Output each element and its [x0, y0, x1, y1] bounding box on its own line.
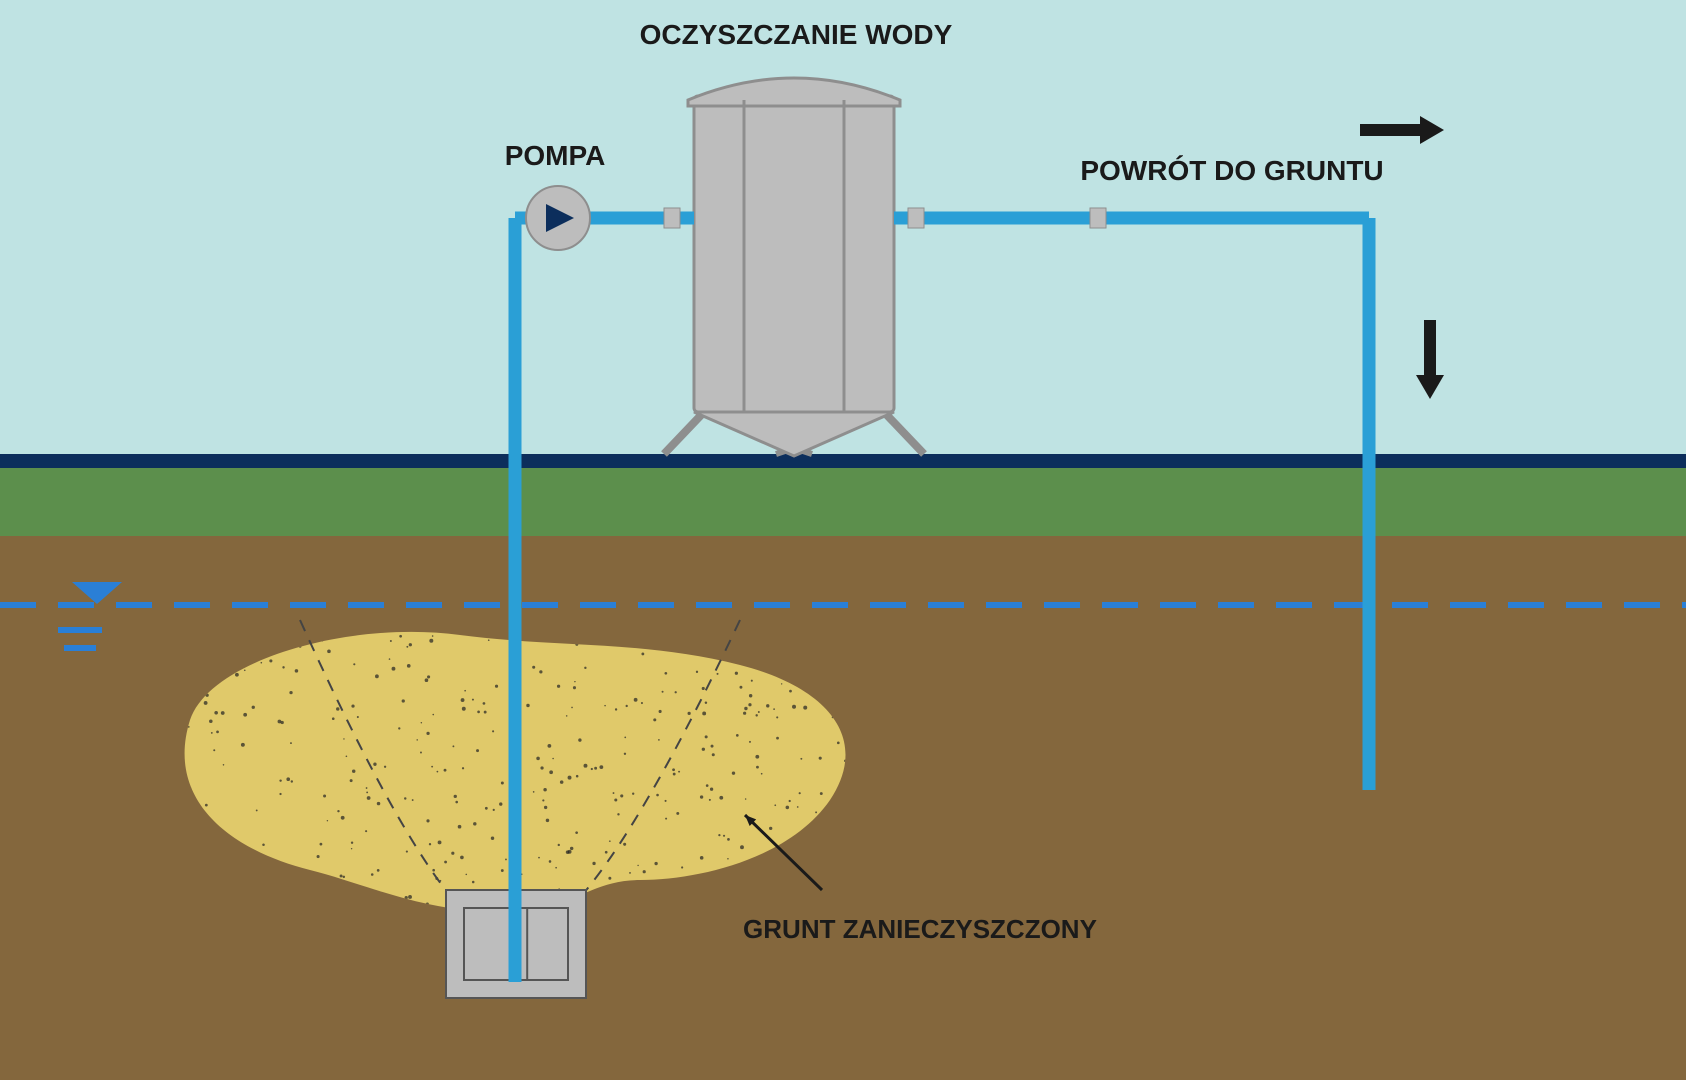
treatment-tank [664, 78, 924, 456]
ground-surface-line [0, 454, 1686, 468]
label-pump: POMPA [505, 140, 606, 171]
label-contam: GRUNT ZANIECZYSZCZONY [743, 914, 1097, 944]
label-treatment: OCZYSZCZANIE WODY [640, 19, 953, 50]
pipe-coupling-right-2 [1090, 208, 1106, 228]
pipe-coupling-right-1 [908, 208, 924, 228]
label-return: POWRÓT DO GRUNTU [1080, 155, 1383, 186]
pipe-coupling-left [664, 208, 680, 228]
